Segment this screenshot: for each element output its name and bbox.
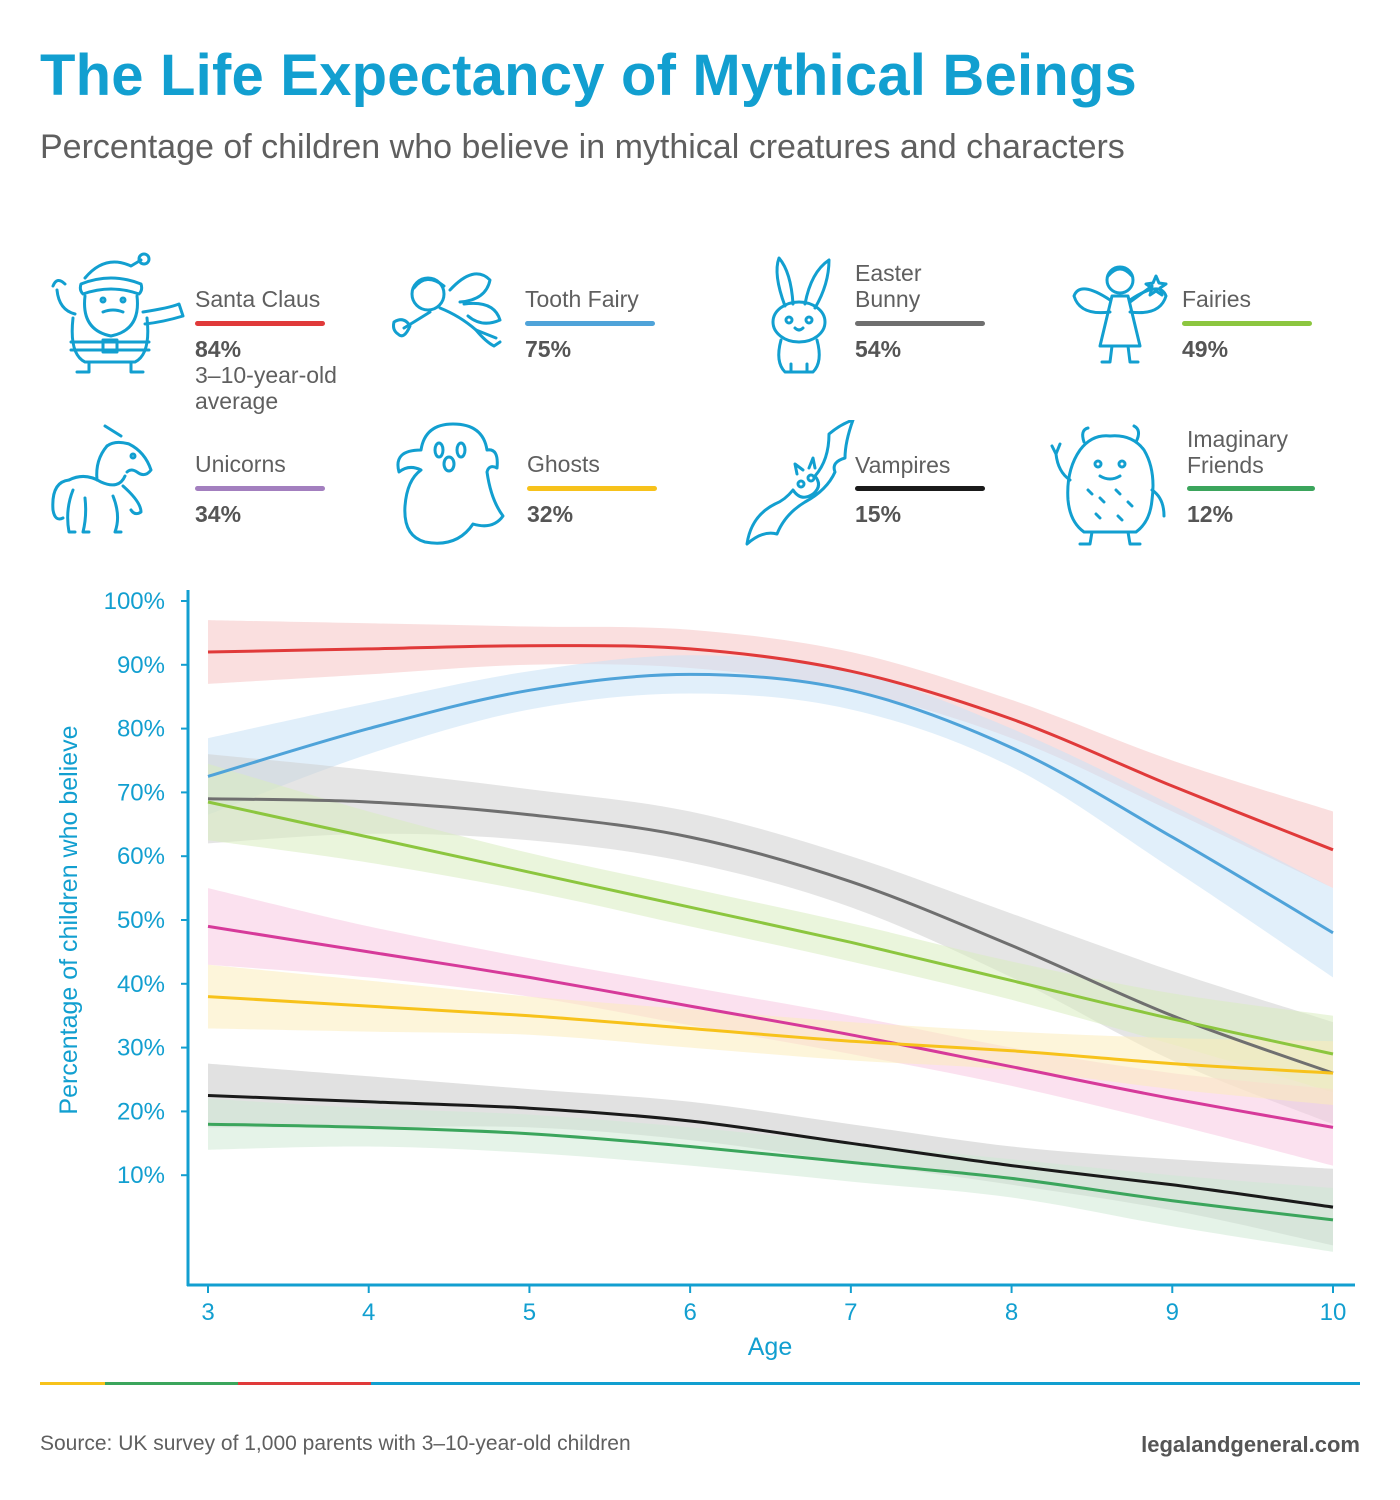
- y-tick-label: 40%: [117, 971, 165, 998]
- fairy-icon: [1072, 265, 1168, 364]
- legend-pct-imaginary-friends: 12%: [1187, 501, 1234, 527]
- series-lines: [207, 644, 1334, 1222]
- confidence-bands: [208, 620, 1333, 1252]
- legend-item-imaginary-friends: Imaginary Friends 12%: [1040, 420, 1370, 570]
- legend-pct-fairies: 49%: [1182, 336, 1229, 362]
- x-tick-label: 9: [1166, 1299, 1179, 1326]
- y-axis-title: Percentage of children who believe: [55, 725, 83, 1114]
- legend-pct-unicorns: 34%: [195, 501, 242, 527]
- series-line-tooth-fairy: [207, 672, 1334, 935]
- legend-label-tooth-fairy: Tooth Fairy: [525, 286, 639, 312]
- y-tick-label: 10%: [117, 1162, 165, 1189]
- legend-pct-santa-claus: 84%: [195, 336, 242, 362]
- monster-icon: [1050, 424, 1166, 546]
- legend-line-unicorns: [195, 486, 325, 491]
- x-tick-label: 4: [362, 1299, 375, 1326]
- bottom-color-rule: [40, 1382, 1360, 1385]
- series-line-vampires: [207, 1094, 1334, 1209]
- rule-segment-green: [105, 1382, 238, 1385]
- easter-bunny-icon: [771, 256, 831, 374]
- y-tick-label: 80%: [117, 716, 165, 743]
- legend-label-fairies: Fairies: [1182, 286, 1252, 312]
- legend-line-tooth-fairy: [525, 321, 655, 326]
- unicorn-icon: [51, 424, 153, 534]
- x-tick-label: 10: [1320, 1299, 1347, 1326]
- tooth-fairy-icon: [392, 272, 502, 348]
- y-tick-label: 60%: [117, 843, 165, 870]
- y-tick-label: 90%: [117, 652, 165, 679]
- band-fairies: [208, 763, 1333, 1093]
- ghost-icon: [396, 422, 505, 545]
- legend-note-average: 3–10-year-old average: [195, 362, 337, 414]
- page-title: The Life Expectancy of Mythical Beings: [40, 43, 1137, 108]
- legend-item-tooth-fairy: Tooth Fairy 75%: [390, 250, 720, 400]
- band-tooth-fairy: [208, 655, 1333, 978]
- x-tick-label: 7: [844, 1299, 857, 1326]
- legend-line-ghosts: [527, 486, 657, 491]
- y-tick-label: 50%: [117, 907, 165, 934]
- series-line-santa-claus: [207, 644, 1334, 852]
- legend-label-vampires: Vampires: [855, 452, 951, 478]
- series-line-fairies: [207, 800, 1334, 1056]
- x-tick-label: 5: [523, 1299, 536, 1326]
- legend-item-santa-claus: Santa Claus 84% 3–10-year-old average: [45, 250, 375, 414]
- series-line-ghosts: [207, 995, 1334, 1075]
- rule-segment-yellow: [40, 1382, 105, 1385]
- series-line-easter-bunny: [207, 797, 1334, 1075]
- legend-item-easter-bunny: Easter Bunny 54%: [745, 250, 1075, 400]
- series-line-unicorns: [207, 924, 1334, 1129]
- x-tick-label: 8: [1005, 1299, 1018, 1326]
- legend-label-ghosts: Ghosts: [527, 451, 600, 477]
- legend-label-easter-bunny: Easter Bunny: [855, 260, 922, 312]
- legend-label-santa-claus: Santa Claus: [195, 286, 321, 312]
- legend-pct-vampires: 15%: [855, 501, 902, 527]
- y-tick-label: 30%: [117, 1035, 165, 1062]
- legend-item-unicorns: Unicorns 34%: [45, 420, 375, 570]
- legend: Santa Claus 84% 3–10-year-old average To…: [0, 250, 1400, 560]
- legend-item-ghosts: Ghosts 32%: [385, 420, 715, 570]
- bat-icon: [745, 420, 855, 546]
- legend-line-imaginary-friends: [1187, 486, 1315, 491]
- rule-segment-red: [238, 1382, 371, 1385]
- y-tick-label: 20%: [117, 1098, 165, 1125]
- legend-item-vampires: Vampires 15%: [745, 420, 1075, 570]
- x-tick-label: 3: [201, 1299, 214, 1326]
- legend-item-fairies: Fairies 49%: [1070, 250, 1400, 400]
- legend-line-vampires: [855, 486, 985, 491]
- line-chart: 10%20%30%40%50%60%70%80%90%100%3 4 5 6 7 8 9 10…: [55, 588, 1355, 1361]
- legend-line-fairies: [1182, 321, 1312, 326]
- band-imaginary-friends: [208, 1098, 1333, 1252]
- x-axis-title: Age: [748, 1333, 792, 1361]
- x-tick-label: 6: [683, 1299, 696, 1326]
- band-easter-bunny: [208, 754, 1333, 1125]
- legend-line-easter-bunny: [855, 321, 985, 326]
- legend-pct-tooth-fairy: 75%: [525, 336, 572, 362]
- legend-label-imaginary-friends: Imaginary Friends: [1187, 426, 1288, 478]
- legend-pct-ghosts: 32%: [527, 501, 574, 527]
- page-subtitle: Percentage of children who believe in my…: [40, 128, 1125, 166]
- y-tick-label: 100%: [104, 588, 165, 615]
- legend-pct-easter-bunny: 54%: [855, 336, 902, 362]
- band-vampires: [208, 1063, 1333, 1246]
- legend-line-santa-claus: [195, 321, 325, 326]
- axes: 10% 20% 30% 40% 50% 60% 70% 80% 90% 100% 3 4 5 6 7 8 9 10: [104, 588, 1355, 1326]
- legend-label-unicorns: Unicorns: [195, 451, 286, 477]
- source-note: Source: UK survey of 1,000 parents with …: [40, 1432, 631, 1455]
- series-line-imaginary-friends: [207, 1122, 1334, 1222]
- y-tick-label: 70%: [117, 779, 165, 806]
- santa-claus-icon: [51, 252, 185, 374]
- site-url[interactable]: legalandgeneral.com: [1141, 1432, 1360, 1457]
- rule-segment-blue: [371, 1382, 1360, 1385]
